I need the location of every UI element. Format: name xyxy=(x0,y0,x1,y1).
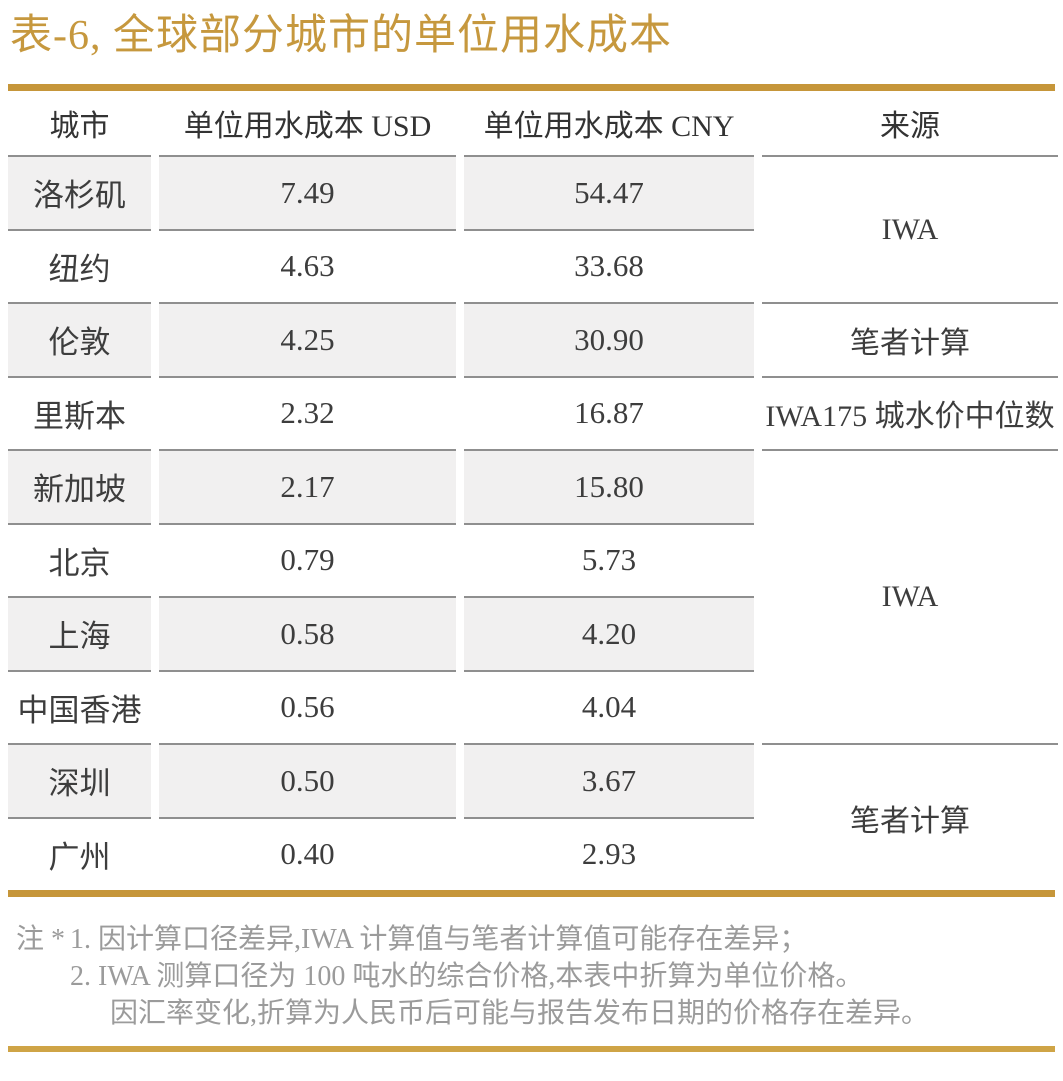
note-marker: 注 * xyxy=(16,924,66,955)
cell-source: IWA xyxy=(762,155,1058,302)
cell-city: 上海 xyxy=(8,596,151,670)
column-header-city: 城市 xyxy=(49,110,110,143)
cell-cny: 2.93 xyxy=(464,816,754,891)
cell-city: 伦敦 xyxy=(8,302,151,376)
column-header-usd: 单位用水成本 USD xyxy=(183,110,432,143)
column-header-source: 来源 xyxy=(880,110,940,143)
cell-city: 深圳 xyxy=(8,743,151,817)
cell-cny: 4.20 xyxy=(464,596,754,670)
cell-usd: 4.25 xyxy=(159,302,456,376)
cell-usd: 0.79 xyxy=(159,522,456,597)
cell-usd: 4.63 xyxy=(159,228,456,303)
cell-usd: 7.49 xyxy=(159,155,456,229)
cell-cny: 33.68 xyxy=(464,228,754,303)
cell-source: IWA175 城水价中位数 xyxy=(762,375,1058,449)
cell-cny: 15.80 xyxy=(464,449,754,523)
column-header-cny: 单位用水成本 CNY xyxy=(483,110,735,143)
cell-usd: 2.17 xyxy=(159,449,456,523)
cell-city: 新加坡 xyxy=(8,449,151,523)
cell-usd: 0.40 xyxy=(159,816,456,891)
cell-city: 中国香港 xyxy=(8,669,151,744)
note-line-1: 1. 因计算口径差异,IWA 计算值与笔者计算值可能存在差异； xyxy=(70,924,808,955)
cell-cny: 4.04 xyxy=(464,669,754,744)
cell-cny: 30.90 xyxy=(464,302,754,376)
cell-usd: 0.50 xyxy=(159,743,456,817)
gold-divider-top xyxy=(8,84,1055,91)
page-title: 表-6, 全球部分城市的单位用水成本 xyxy=(10,13,672,59)
water-cost-table: 城市 单位用水成本 USD 单位用水成本 CNY 来源 洛杉矶 7.49 54.… xyxy=(8,91,1058,891)
cell-city: 广州 xyxy=(8,816,151,891)
cell-usd: 2.32 xyxy=(159,375,456,450)
table-notes: 注 * 1. 因计算口径差异,IWA 计算值与笔者计算值可能存在差异； 2. I… xyxy=(8,921,1055,1032)
cell-usd: 0.56 xyxy=(159,669,456,744)
cell-cny: 3.67 xyxy=(464,743,754,817)
note-line-3: 因汇率变化,折算为人民币后可能与报告发布日期的价格存在差异。 xyxy=(110,998,930,1029)
cell-cny: 54.47 xyxy=(464,155,754,229)
cell-source: 笔者计算 xyxy=(762,302,1058,376)
cell-city: 洛杉矶 xyxy=(8,155,151,229)
gold-divider-middle xyxy=(8,890,1055,897)
cell-usd: 0.58 xyxy=(159,596,456,670)
cell-source: 笔者计算 xyxy=(762,743,1058,890)
cell-city: 纽约 xyxy=(8,228,151,303)
gold-divider-bottom xyxy=(8,1046,1055,1052)
cell-cny: 16.87 xyxy=(464,375,754,450)
cell-city: 北京 xyxy=(8,522,151,597)
cell-city: 里斯本 xyxy=(8,375,151,450)
note-lines: 1. 因计算口径差异,IWA 计算值与笔者计算值可能存在差异； 2. IWA 测… xyxy=(70,921,1055,1032)
note-line-2: 2. IWA 测算口径为 100 吨水的综合价格,本表中折算为单位价格。 xyxy=(70,961,864,992)
cell-cny: 5.73 xyxy=(464,522,754,597)
cell-source: IWA xyxy=(762,449,1058,743)
